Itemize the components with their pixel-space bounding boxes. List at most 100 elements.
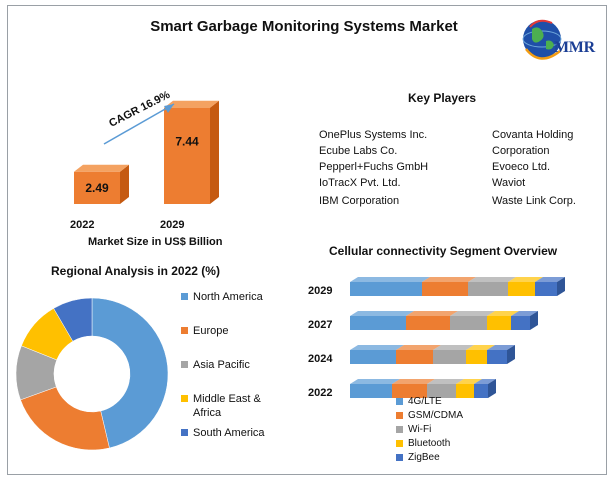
legend-item-europe: Europe	[181, 324, 281, 338]
segment-zigbee-2022	[474, 384, 488, 398]
legend-label: Bluetooth	[408, 437, 451, 449]
legend-swatch	[396, 453, 403, 461]
legend-item-zigbee: ZigBee	[396, 450, 463, 464]
donut-slice-south-america	[53, 297, 93, 342]
key-player: Pepperl+Fuchs GmbH	[319, 161, 429, 173]
legend-item-bluetooth: Bluetooth	[396, 436, 463, 450]
regional-title: Regional Analysis in 2022 (%)	[51, 264, 220, 278]
key-player: Corporation	[492, 145, 550, 157]
legend-item-4g-lte: 4G/LTE	[396, 394, 463, 408]
legend-label: Middle East & Africa	[193, 393, 261, 419]
segment-4g-lte-2029	[350, 282, 422, 296]
segment-wi-fi-2022	[427, 384, 456, 398]
legend-item-south-america: South America	[181, 426, 281, 440]
market-size-chart: 2.497.44 CAGR 16.9%	[74, 89, 219, 204]
segment-end-cap	[488, 379, 496, 398]
segment-end-cap	[557, 277, 565, 296]
bar-2022	[74, 171, 120, 204]
donut-slice-europe	[20, 386, 110, 451]
legend-label: ZigBee	[408, 451, 440, 463]
legend-item-asia-pacific: Asia Pacific	[181, 358, 281, 372]
segment-top	[450, 311, 495, 316]
segment-top	[474, 379, 496, 384]
segment-top	[406, 311, 458, 316]
key-player: Waviot	[492, 177, 526, 189]
cagr-arrow	[103, 103, 175, 145]
key-players-title: Key Players	[408, 91, 477, 105]
segment-wi-fi-2024	[433, 350, 466, 364]
segment-top	[396, 345, 441, 350]
bar-year-2029: 2029	[160, 219, 185, 231]
segment-title: Cellular connectivity Segment Overview	[329, 244, 558, 258]
legend-label: 4G/LTE	[408, 395, 442, 407]
bar-value-label: 2.49	[85, 181, 109, 195]
key-player: Evoeco Ltd.	[492, 161, 551, 173]
legend-label: Europe	[193, 325, 229, 337]
infographic-frame: Smart Garbage Monitoring Systems Market …	[7, 5, 607, 475]
segment-wi-fi-2027	[450, 316, 487, 330]
legend-swatch	[181, 429, 188, 436]
legend-swatch	[181, 395, 188, 402]
legend-label: South America	[193, 427, 265, 439]
market-size-xlabel: Market Size in US$ Billion	[88, 236, 223, 248]
segment-year-label: 2029	[308, 285, 332, 297]
bar-side-2022	[120, 164, 129, 204]
bar-year-2022: 2022	[70, 219, 95, 231]
regional-donut-chart	[15, 297, 169, 451]
cagr-arrowhead	[164, 104, 174, 113]
segment-end-cap	[507, 345, 515, 364]
segment-wi-fi-2029	[468, 282, 508, 296]
legend-swatch	[396, 439, 403, 447]
key-player: Waste Link Corp.	[492, 195, 576, 207]
segment-top	[508, 277, 543, 282]
donut-slice-north-america	[91, 297, 169, 449]
segment-gsm-cdma-2029	[422, 282, 468, 296]
segment-top	[468, 277, 516, 282]
segment-top	[487, 311, 519, 316]
segment-4g-lte-2027	[350, 316, 406, 330]
segment-top	[422, 277, 476, 282]
bar-value-label: 7.44	[175, 135, 199, 149]
segment-gsm-cdma-2027	[406, 316, 450, 330]
segment-bluetooth-2024	[466, 350, 487, 364]
segment-bluetooth-2022	[456, 384, 474, 398]
segment-gsm-cdma-2022	[392, 384, 427, 398]
key-player: Covanta Holding	[492, 129, 574, 141]
segment-top	[487, 345, 515, 350]
regional-legend: North America Europe Asia Pacific Middle…	[181, 290, 281, 440]
segment-bluetooth-2027	[487, 316, 511, 330]
key-players-right-column: Covanta Holding Corporation Evoeco Ltd. …	[492, 127, 576, 209]
segment-legend: 4G/LTE GSM/CDMA Wi-Fi Bluetooth ZigBee	[396, 394, 463, 464]
segment-top	[350, 379, 400, 384]
bar-2029	[164, 107, 210, 204]
segment-bluetooth-2029	[508, 282, 535, 296]
legend-swatch	[396, 397, 403, 405]
segment-year-label: 2027	[308, 319, 332, 331]
legend-item-middle-east-africa: Middle East & Africa	[181, 392, 281, 420]
segment-top	[433, 345, 474, 350]
segment-stacked-chart: 2029 2027 2024 2022	[308, 277, 565, 398]
segment-top	[392, 379, 435, 384]
segment-top	[350, 277, 430, 282]
mmr-logo	[522, 19, 562, 60]
key-player: Ecube Labs Co.	[319, 145, 398, 157]
segment-4g-lte-2022	[350, 384, 392, 398]
legend-item-wifi: Wi-Fi	[396, 422, 463, 436]
page-title: Smart Garbage Monitoring Systems Market	[150, 18, 458, 35]
segment-zigbee-2024	[487, 350, 507, 364]
segment-top	[511, 311, 538, 316]
legend-swatch	[181, 327, 188, 334]
segment-zigbee-2029	[535, 282, 557, 296]
legend-swatch	[181, 293, 188, 300]
key-player: OnePlus Systems Inc.	[319, 129, 428, 141]
segment-end-cap	[530, 311, 538, 330]
segment-4g-lte-2024	[350, 350, 396, 364]
legend-swatch	[396, 425, 403, 433]
segment-gsm-cdma-2024	[396, 350, 433, 364]
legend-label: North America	[193, 291, 263, 303]
key-player: IoTracX Pvt. Ltd.	[319, 177, 401, 189]
segment-top	[456, 379, 482, 384]
legend-label: Asia Pacific	[193, 359, 250, 371]
segment-top	[350, 311, 414, 316]
segment-year-label: 2022	[308, 387, 332, 398]
